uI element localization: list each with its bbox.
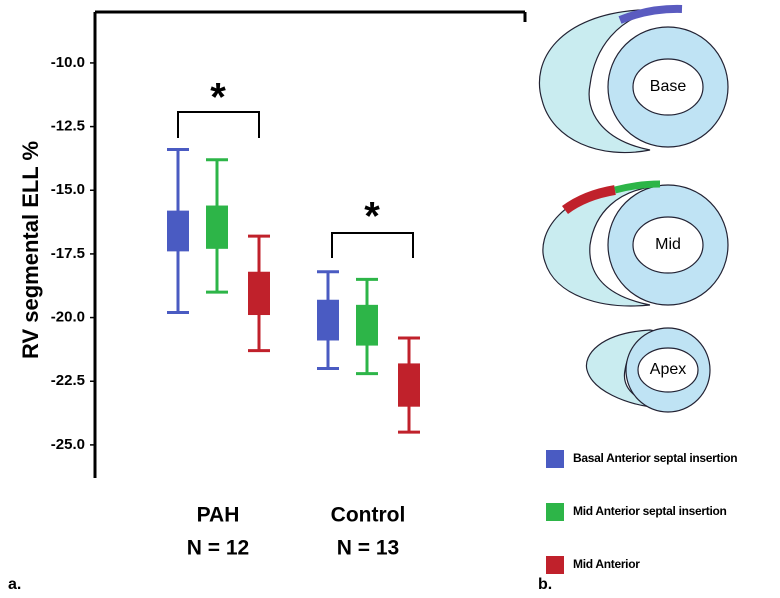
box xyxy=(167,211,189,252)
y-axis-label: RV segmental ELL % xyxy=(18,141,43,359)
box xyxy=(317,300,339,341)
x-tick-sublabel: N = 12 xyxy=(187,537,249,560)
significance-star: * xyxy=(210,76,226,120)
panel-label: a. xyxy=(8,576,21,593)
legend-label: Mid Anterior septal insertion xyxy=(573,504,727,518)
significance-star: * xyxy=(364,195,380,239)
y-tick-label: -15.0 xyxy=(51,181,85,198)
legend-label: Mid Anterior xyxy=(573,557,640,571)
legend-swatch xyxy=(546,556,564,574)
x-tick-label: Control xyxy=(331,504,406,527)
legend-swatch xyxy=(546,450,564,468)
box xyxy=(356,305,378,346)
diagram-label: Mid xyxy=(655,236,681,253)
heart-diagram: Base Mid Apex xyxy=(539,9,728,412)
diagram-label: Base xyxy=(650,78,687,95)
y-tick-label: -12.5 xyxy=(51,118,85,135)
y-tick-label: -22.5 xyxy=(51,372,85,389)
figure: RV segmental ELL % a. b. * * Base Mid Ap… xyxy=(0,0,780,598)
x-tick-label: PAH xyxy=(197,504,240,527)
diagram-label: Apex xyxy=(650,361,686,378)
box xyxy=(398,363,420,406)
y-tick-label: -17.5 xyxy=(51,245,85,262)
legend-swatch xyxy=(546,503,564,521)
box xyxy=(248,272,270,315)
box xyxy=(206,206,228,249)
legend-label: Basal Anterior septal insertion xyxy=(573,451,737,465)
y-tick-label: -20.0 xyxy=(51,309,85,326)
x-tick-sublabel: N = 13 xyxy=(337,537,399,560)
y-tick-label: -25.0 xyxy=(51,436,85,453)
panel-label: b. xyxy=(538,576,552,593)
y-tick-label: -10.0 xyxy=(51,54,85,71)
